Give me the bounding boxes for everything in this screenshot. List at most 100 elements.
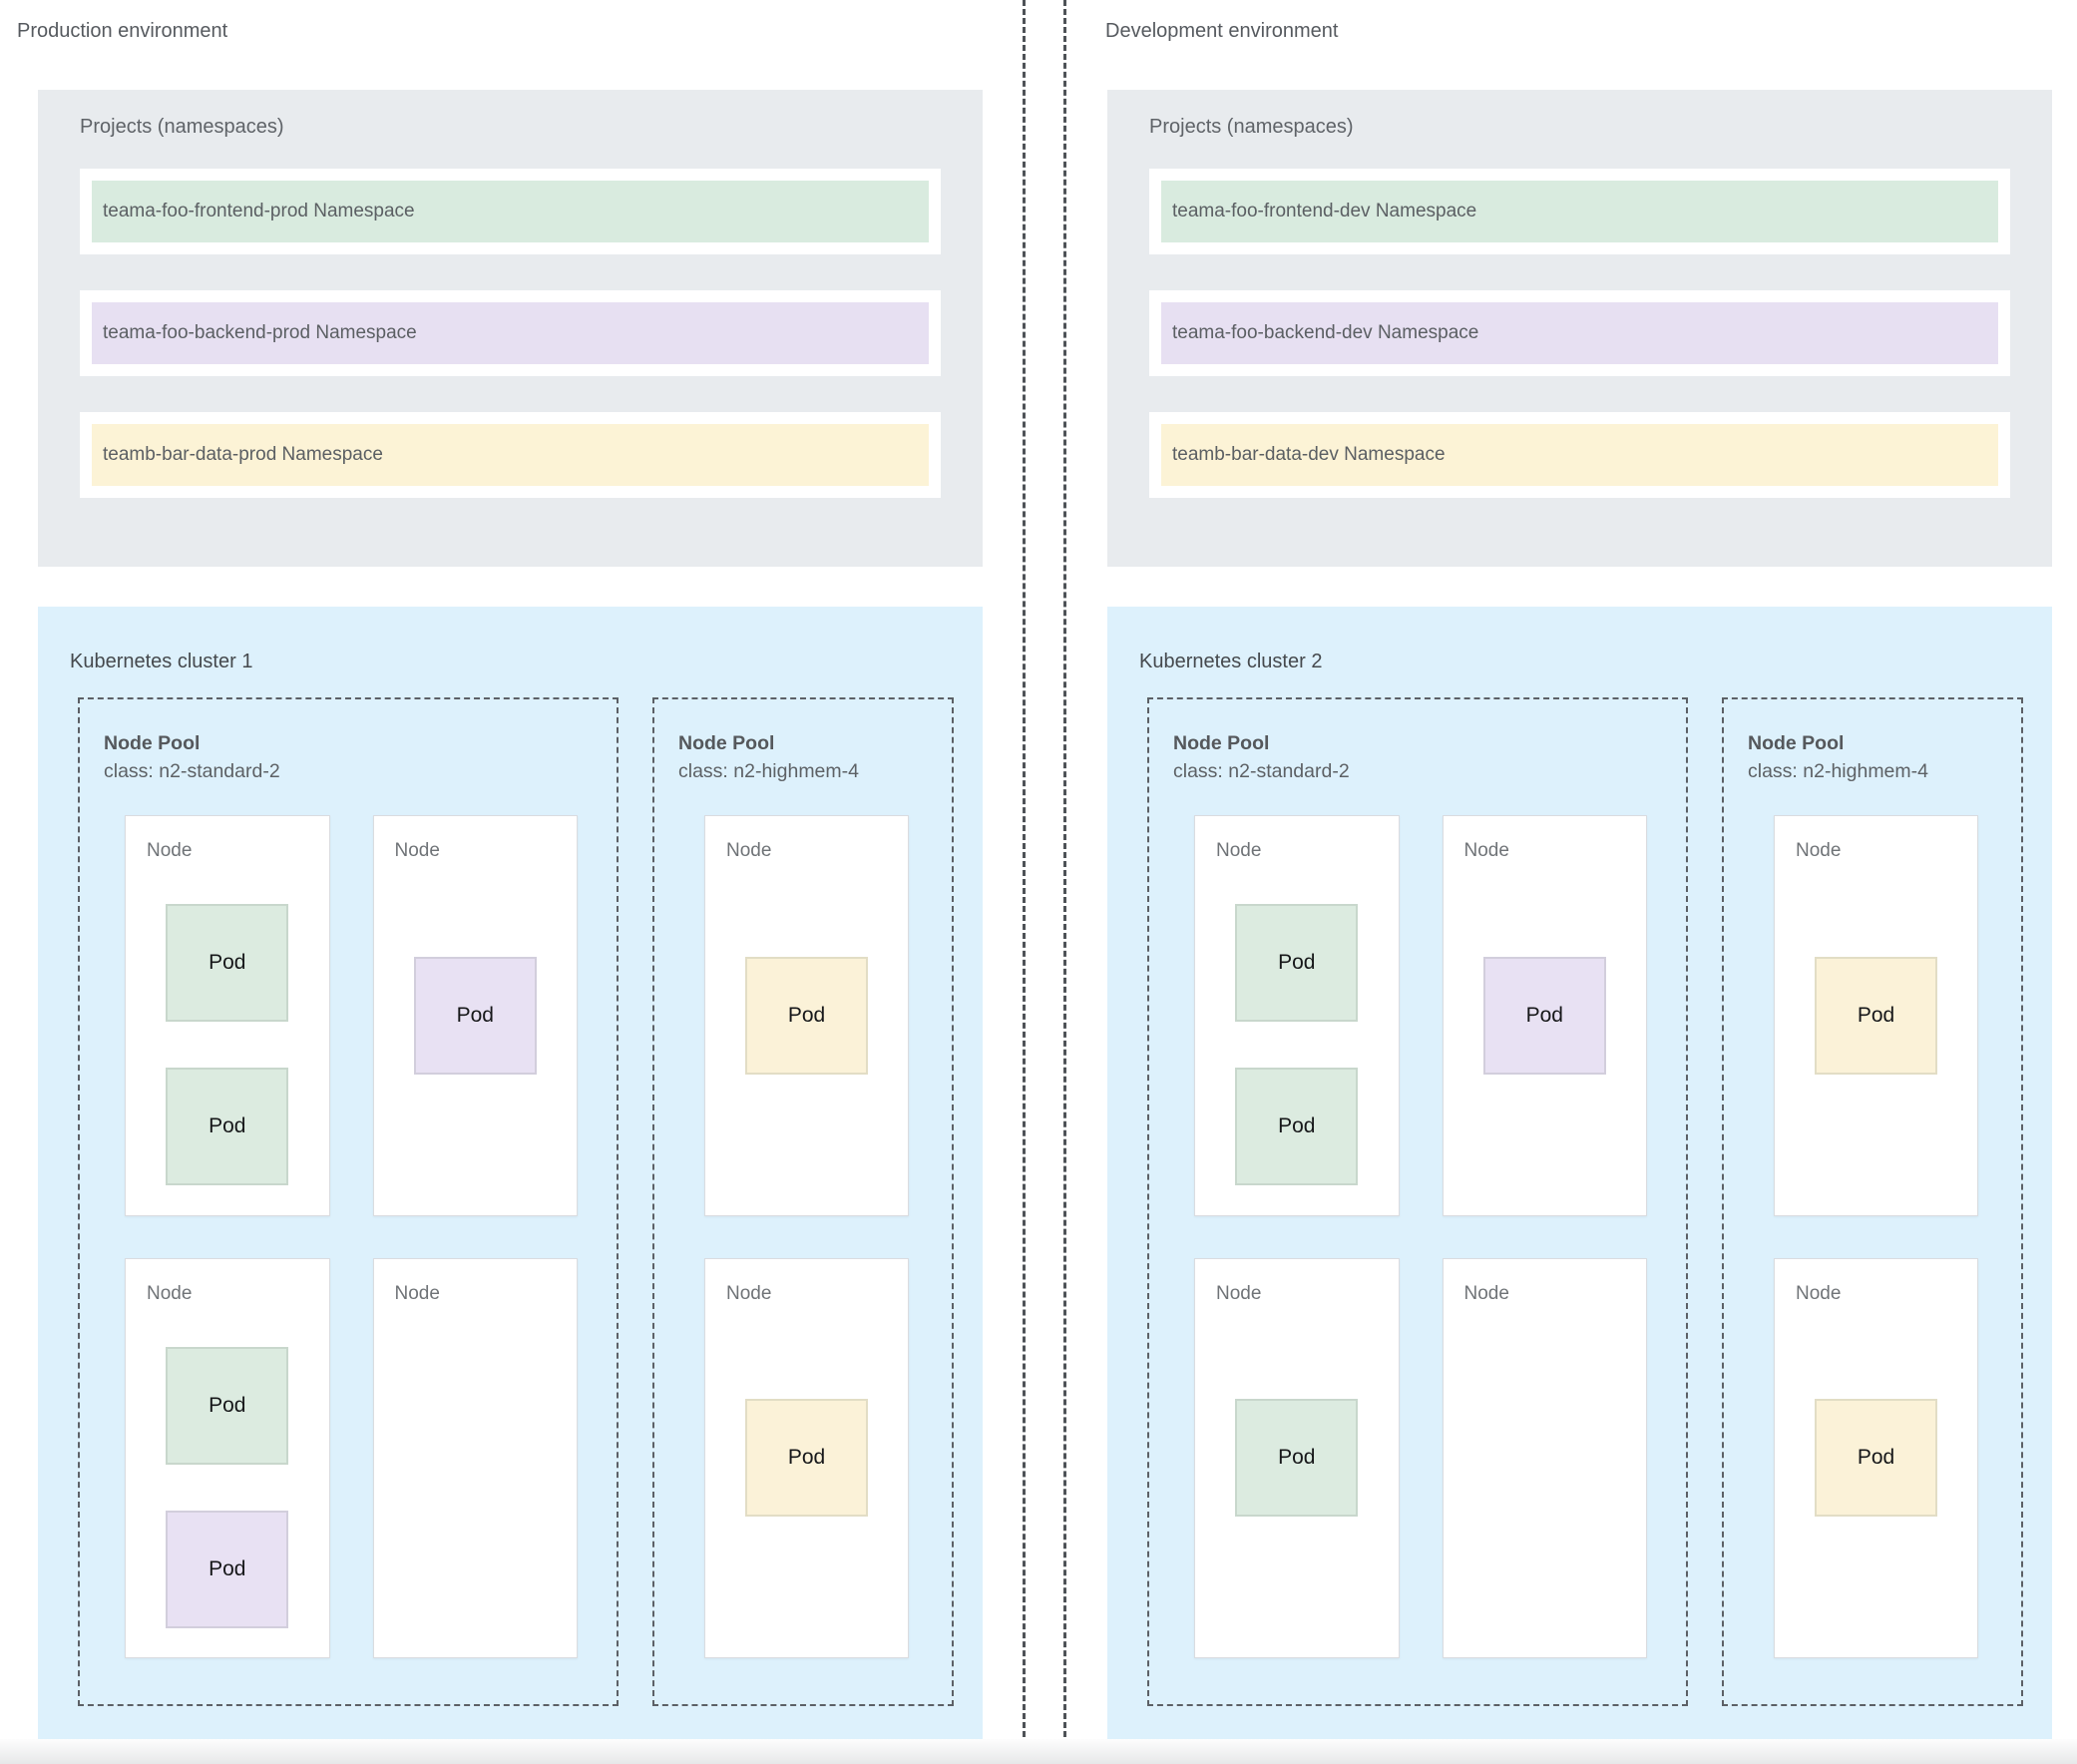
pod-frontend: Pod (166, 1068, 289, 1185)
node-pool-class: class: n2-standard-2 (104, 760, 280, 782)
pod-label: Pod (1857, 1003, 1895, 1027)
node-label: Node (394, 840, 440, 861)
node-grid: Node Pod Node Pod (1774, 815, 1978, 1658)
node-label: Node (147, 840, 193, 861)
pod-data: Pod (1815, 956, 1937, 1075)
pod-label: Pod (1525, 1003, 1563, 1027)
cluster-title: Kubernetes cluster 2 (1139, 651, 1323, 672)
node-pool-name: Node Pool (1748, 732, 1845, 754)
pod-frontend: Pod (166, 1346, 289, 1465)
node-pool-header: Node Pool class: n2-highmem-4 (678, 729, 859, 785)
node-card: Node Pod Pod (125, 1257, 330, 1658)
node-grid: Node Pod Pod Node Pod Node (1194, 815, 1647, 1658)
pod-list: Pod (1444, 816, 1647, 1215)
pod-label: Pod (208, 1393, 246, 1417)
pod-list: Pod (705, 1259, 908, 1658)
node-label: Node (1463, 1282, 1509, 1304)
node-label: Node (1796, 840, 1842, 861)
kubernetes-cluster-2-box: Kubernetes cluster 2 Node Pool class: n2… (1107, 607, 2052, 1739)
namespace-label: teamb-bar-data-dev Namespace (1172, 444, 1446, 465)
pod-label: Pod (787, 1446, 826, 1470)
node-card: Node Pod (1442, 815, 1647, 1216)
cluster-title: Kubernetes cluster 1 (70, 651, 253, 672)
node-card-empty: Node (1442, 1257, 1647, 1658)
node-pool-name: Node Pool (1173, 732, 1270, 754)
environment-label: Production environment (17, 20, 228, 42)
pod-label: Pod (787, 1003, 826, 1027)
pod-backend: Pod (166, 1510, 289, 1628)
node-card: Node Pod (1774, 1257, 1978, 1658)
node-pool-standard: Node Pool class: n2-standard-2 Node Pod … (78, 697, 619, 1706)
node-card: Node Pod (1774, 815, 1978, 1216)
production-environment-panel: Production environment Projects (namespa… (0, 0, 1038, 1764)
pod-list (374, 1259, 578, 1658)
pod-label: Pod (1278, 1446, 1316, 1470)
node-pool-class: class: n2-highmem-4 (678, 760, 859, 782)
pod-label: Pod (208, 951, 246, 974)
namespace-label: teama-foo-backend-prod Namespace (103, 322, 417, 343)
environment-divider-line (1063, 0, 1066, 1764)
bottom-fade-strip (0, 1739, 2077, 1764)
node-card: Node Pod (1194, 1257, 1400, 1658)
node-pool-class: class: n2-standard-2 (1173, 760, 1350, 782)
pod-label: Pod (208, 1114, 246, 1137)
namespace-bar-backend-prod: teama-foo-backend-prod Namespace (80, 290, 941, 376)
node-label: Node (726, 840, 772, 861)
node-pool-header: Node Pool class: n2-standard-2 (104, 729, 280, 785)
namespace-bar-data-prod: teamb-bar-data-prod Namespace (80, 412, 941, 498)
pod-list: Pod Pod (1195, 816, 1399, 1215)
namespace-label: teama-foo-frontend-dev Namespace (1172, 201, 1477, 221)
node-pool-header: Node Pool class: n2-standard-2 (1173, 729, 1350, 785)
node-label: Node (1216, 1282, 1262, 1304)
kubernetes-cluster-1-box: Kubernetes cluster 1 Node Pool class: n2… (38, 607, 983, 1739)
node-card: Node Pod (704, 815, 909, 1216)
projects-namespaces-box: Projects (namespaces) teama-foo-frontend… (38, 90, 983, 567)
pod-label: Pod (1278, 951, 1316, 974)
pod-data: Pod (745, 1399, 868, 1518)
pod-list: Pod (1195, 1259, 1399, 1658)
development-environment-panel: Development environment Projects (namesp… (1038, 0, 2077, 1764)
pod-list (1444, 1259, 1647, 1658)
namespace-bar-frontend-prod: teama-foo-frontend-prod Namespace (80, 169, 941, 254)
node-card: Node Pod (372, 815, 578, 1216)
node-label: Node (1216, 840, 1262, 861)
pod-list: Pod Pod (126, 816, 329, 1215)
pod-frontend: Pod (166, 904, 289, 1022)
pod-frontend: Pod (1235, 1399, 1359, 1518)
node-label: Node (1796, 1282, 1842, 1304)
pod-data: Pod (1815, 1399, 1937, 1518)
pod-backend: Pod (413, 956, 537, 1075)
node-card: Node Pod Pod (1194, 815, 1400, 1216)
pod-data: Pod (745, 956, 868, 1075)
node-pool-highmem: Node Pool class: n2-highmem-4 Node Pod N… (652, 697, 954, 1706)
environment-label: Development environment (1105, 20, 1339, 42)
node-grid: Node Pod Node Pod (704, 815, 909, 1658)
pod-label: Pod (1278, 1114, 1316, 1137)
node-label: Node (147, 1282, 193, 1304)
pod-label: Pod (1857, 1446, 1895, 1470)
namespace-label: teama-foo-frontend-prod Namespace (103, 201, 415, 221)
pod-list: Pod (705, 816, 908, 1215)
pod-list: Pod (1775, 816, 1977, 1215)
node-label: Node (1463, 840, 1509, 861)
pod-frontend: Pod (1235, 1068, 1359, 1185)
node-pool-name: Node Pool (678, 732, 775, 754)
environment-divider-line (1023, 0, 1026, 1764)
pod-list: Pod (374, 816, 578, 1215)
pod-list: Pod Pod (126, 1259, 329, 1658)
node-pool-name: Node Pool (104, 732, 201, 754)
namespace-bar-data-dev: teamb-bar-data-dev Namespace (1149, 412, 2010, 498)
namespace-bar-backend-dev: teama-foo-backend-dev Namespace (1149, 290, 2010, 376)
projects-title: Projects (namespaces) (1149, 116, 1354, 138)
pod-list: Pod (1775, 1259, 1977, 1658)
node-card: Node Pod Pod (125, 815, 330, 1216)
node-card: Node Pod (704, 1257, 909, 1658)
node-grid: Node Pod Pod Node Pod Node (125, 815, 578, 1658)
pod-frontend: Pod (1235, 904, 1359, 1022)
pod-backend: Pod (1482, 956, 1606, 1075)
node-pool-standard: Node Pool class: n2-standard-2 Node Pod … (1147, 697, 1688, 1706)
projects-namespaces-box: Projects (namespaces) teama-foo-frontend… (1107, 90, 2052, 567)
node-card-empty: Node (372, 1257, 578, 1658)
namespace-bar-frontend-dev: teama-foo-frontend-dev Namespace (1149, 169, 2010, 254)
